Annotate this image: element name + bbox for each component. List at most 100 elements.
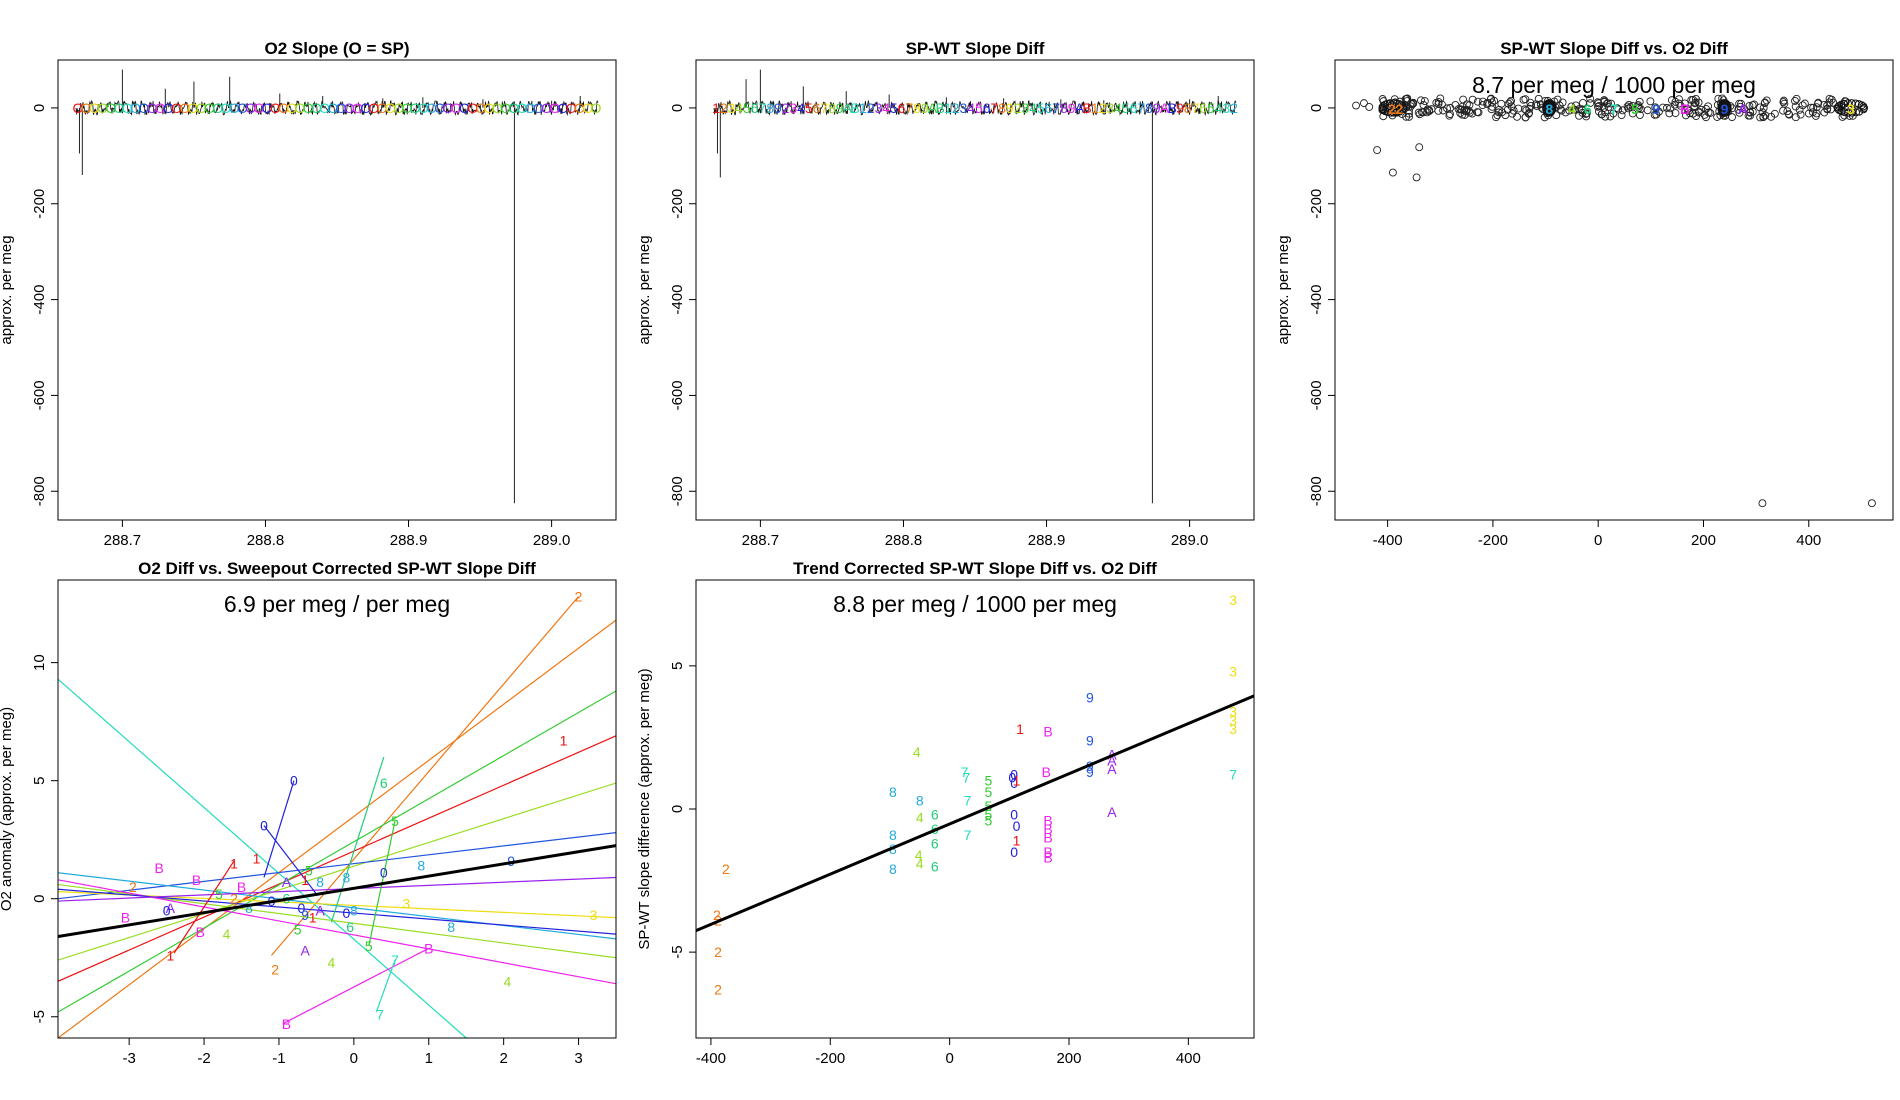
point-label: B	[154, 860, 163, 876]
point-label: B	[192, 872, 201, 888]
band-label: 8	[998, 100, 1006, 116]
panel-p1: OOOOOOOOOOOOOOOOOOOOOOOOOOOOOOOOOOOOOOOO…	[0, 39, 617, 549]
point-label: 9	[1086, 732, 1094, 748]
scatter-point	[1617, 111, 1626, 120]
x-tick-label: 1	[425, 1050, 433, 1067]
band-label: O	[122, 100, 133, 116]
scatter-point	[1759, 103, 1768, 112]
scatter-point	[1667, 96, 1676, 105]
band-label: 8	[1145, 100, 1153, 116]
point-label: 9	[507, 853, 515, 869]
scatter-point	[1458, 110, 1467, 119]
scatter-point	[1578, 98, 1587, 107]
scatter-point	[1465, 108, 1474, 117]
band-label: O	[97, 100, 108, 116]
point-label: 7	[391, 952, 399, 968]
scatter-point	[1513, 112, 1522, 121]
scatter-point	[1721, 108, 1730, 117]
point-label: B	[1043, 724, 1052, 740]
plot-title: O2 Slope (O = SP)	[264, 39, 409, 58]
scatter-point	[1702, 113, 1710, 122]
band-label: 3	[1222, 100, 1230, 116]
band-label: O	[434, 100, 445, 116]
band-label: O	[377, 100, 388, 116]
scatter-point	[1840, 111, 1849, 120]
scatter-point	[1565, 106, 1574, 115]
scatter-point	[1415, 110, 1424, 119]
band-label: O	[558, 100, 569, 116]
group-fit-line	[58, 690, 616, 1013]
band-label: 6	[983, 100, 991, 116]
series-label: 9	[1652, 101, 1660, 117]
x-tick-label: 0	[350, 1050, 358, 1067]
scatter-point	[1624, 100, 1633, 109]
scatter-point	[1770, 109, 1779, 118]
band-label: 3	[1106, 100, 1114, 116]
point-label: 5	[305, 862, 313, 878]
y-tick-label: -800	[669, 476, 686, 506]
band-label: 8	[1184, 100, 1192, 116]
scatter-point	[1414, 108, 1423, 117]
point-label: B	[1043, 812, 1052, 828]
x-tick-label: 288.7	[104, 532, 142, 549]
scatter-point	[1419, 100, 1428, 109]
scatter-point	[1613, 104, 1622, 112]
x-tick-label: 288.9	[390, 532, 428, 549]
scatter-point	[1791, 113, 1800, 122]
band-label: 6	[898, 100, 906, 116]
series-label: 2	[1395, 101, 1403, 117]
scatter-point	[1389, 108, 1398, 117]
band-label: 3	[960, 100, 968, 116]
scatter-point	[1744, 111, 1753, 120]
band-label: 3	[728, 100, 736, 116]
point-label: 1	[1013, 832, 1021, 848]
point-label: B	[1042, 764, 1051, 780]
band-label: O	[360, 100, 371, 116]
point-label: 1	[253, 851, 261, 867]
x-tick-label: 400	[1176, 1050, 1201, 1067]
band-label: 6	[1130, 100, 1138, 116]
y-tick-label: -800	[31, 476, 48, 506]
band-label: O	[492, 100, 503, 116]
band-label: 8	[828, 100, 836, 116]
band-label: O	[426, 100, 437, 116]
scatter-point	[1694, 107, 1703, 116]
band-label: O	[352, 100, 363, 116]
scatter-point	[1521, 113, 1530, 122]
scatter-point	[1798, 101, 1807, 110]
band-label: O	[385, 100, 396, 116]
band-label: 9	[1153, 100, 1161, 116]
band-label: 4	[967, 100, 975, 116]
band-label: O	[89, 100, 100, 116]
point-label: 5	[391, 813, 399, 829]
series-trace	[75, 99, 599, 117]
scatter-point	[1546, 108, 1555, 117]
band-label: 7	[1137, 100, 1145, 116]
plot-area: 216005B11BB2A598880152063A0B809A1083B456…	[58, 589, 616, 1038]
band-label: 1	[712, 100, 720, 116]
point-label: 3	[590, 907, 598, 923]
point-label: 0	[260, 818, 268, 834]
plot-area: 1 2 3 4 5 6 7 8 9 2 3 4 5 6 7 8 9 AB 1 2 3 4 5 6 7 8 9 AB 1 2 3 4 5 6 7 8 9 2…	[712, 69, 1238, 504]
band-label: O	[295, 100, 306, 116]
scatter-point	[1800, 99, 1809, 108]
x-tick-label: -200	[1478, 532, 1508, 549]
band-label: A	[1075, 100, 1085, 116]
panel-p4: 216005B11BB2A598880152063A0B809A1083B456…	[0, 559, 617, 1067]
scatter-point	[1804, 109, 1813, 118]
scatter-point	[1532, 101, 1541, 110]
point-label: A	[1107, 804, 1117, 820]
scatter-point	[1859, 102, 1868, 111]
band-label: 5	[975, 100, 983, 116]
scatter-point	[1814, 99, 1822, 108]
scatter-point	[1646, 97, 1655, 106]
x-tick-label: -1	[272, 1050, 285, 1067]
group-fit-line	[58, 832, 616, 900]
plot-title: Trend Corrected SP-WT Slope Diff vs. O2 …	[793, 559, 1157, 578]
scatter-point	[1609, 109, 1618, 118]
group-fit-line	[58, 735, 616, 982]
x-tick-label: 289.0	[1171, 532, 1209, 549]
band-label: 2	[782, 100, 790, 116]
